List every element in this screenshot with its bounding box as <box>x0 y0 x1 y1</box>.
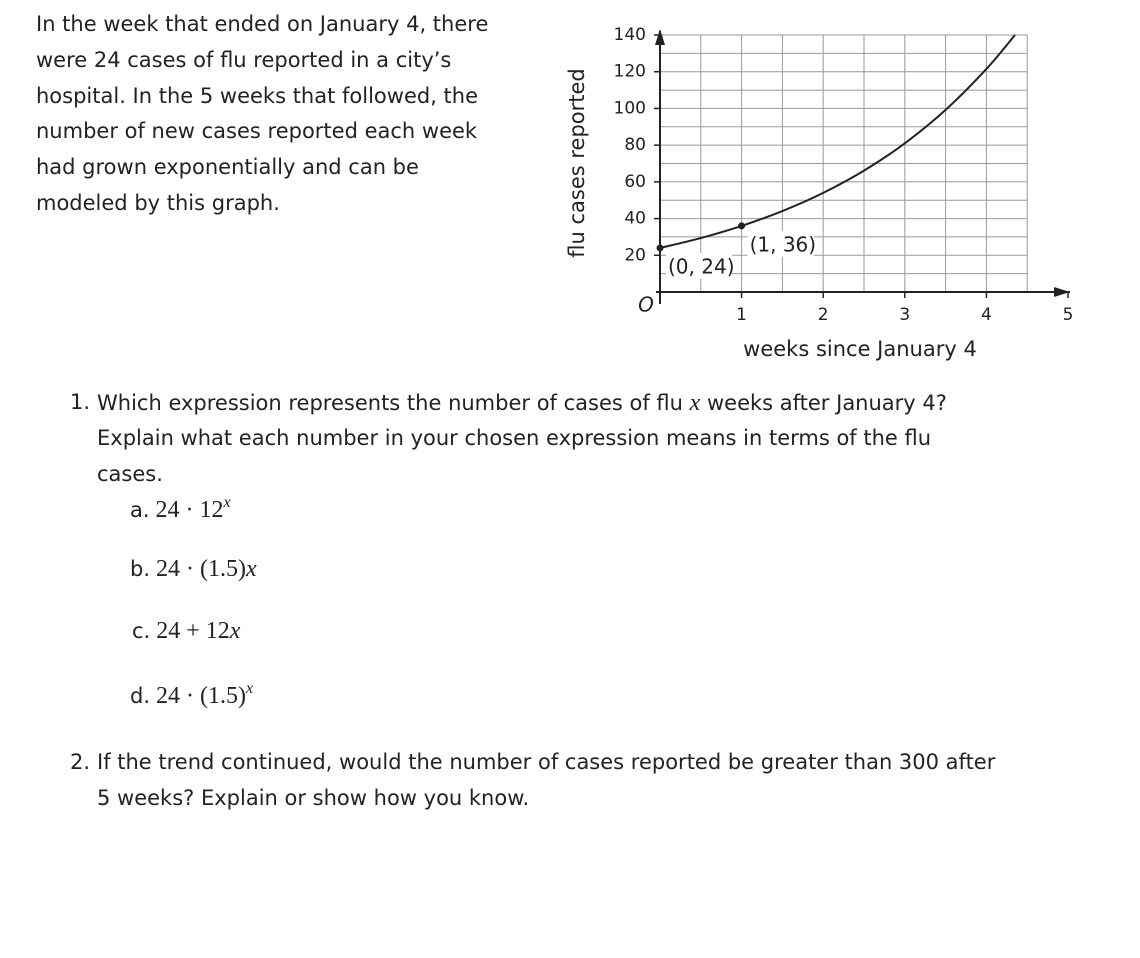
option: a. 24 · 12x <box>130 494 231 524</box>
option-variable: x <box>246 680 254 697</box>
point <box>656 244 664 252</box>
option-label: c. <box>132 619 151 643</box>
x-tick-label: 4 <box>981 305 992 325</box>
y-tick-label: 100 <box>614 98 646 118</box>
y-axis-label: flu cases reported <box>565 68 589 258</box>
curve <box>659 34 1016 249</box>
origin-label: O <box>638 293 654 317</box>
intro-line: modeled by this graph. <box>36 191 280 215</box>
point-label-bg <box>666 252 732 279</box>
question-line: Explain what each number in your chosen … <box>97 426 931 450</box>
question-line: 5 weeks? Explain or show how you know. <box>97 786 530 810</box>
y-tick-label: 40 <box>624 209 646 229</box>
question-text: cases. <box>97 461 163 486</box>
question-number: 1. <box>70 390 91 414</box>
intro-line: hospital. In the 5 weeks that followed, … <box>36 83 479 108</box>
option: c. 24 + 12x <box>132 618 240 645</box>
y-tick-label: 60 <box>624 172 646 192</box>
point-label-bg <box>747 230 814 257</box>
x-axis-arrow <box>1054 287 1070 297</box>
question-text: Explain what each number in your chosen … <box>97 425 932 450</box>
option-label: d. <box>130 684 151 708</box>
option-label: b. <box>130 557 151 581</box>
x-tick-label: 5 <box>1063 305 1074 325</box>
option-variable: x <box>229 618 241 644</box>
point <box>738 222 746 230</box>
x-axis-label: weeks since January 4 <box>743 337 977 361</box>
variable: x <box>689 390 701 416</box>
question-line: If the trend continued, would the number… <box>97 750 996 774</box>
point-label: (0, 24) <box>668 254 735 278</box>
x-tick-label: 2 <box>818 305 829 325</box>
option: b. 24 · (1.5)x <box>130 556 257 583</box>
intro-line: number of new cases reported each week <box>36 119 478 144</box>
intro-line: had grown exponentially and can be <box>36 155 419 180</box>
intro-line: In the week that ended on January 4, the… <box>36 12 489 36</box>
option-variable: x <box>223 494 231 511</box>
y-tick-label: 120 <box>614 62 646 82</box>
y-axis-arrow <box>655 29 665 45</box>
y-tick-label: 80 <box>624 135 646 155</box>
question-number: 2. <box>70 750 91 774</box>
y-tick-label: 20 <box>624 245 646 265</box>
y-tick-label: 140 <box>614 25 646 45</box>
option-variable: x <box>246 556 257 582</box>
chart: weeks since January 4 flu cases reported… <box>565 25 1074 361</box>
question-line: Which expression represents the number o… <box>97 390 947 417</box>
option: d. 24 · (1.5)x <box>130 680 253 710</box>
question-text: Which expression represents the number o… <box>97 391 690 415</box>
question-text: weeks after January 4? <box>700 391 947 415</box>
question-line: cases. <box>97 462 163 486</box>
option-expression: 24 · (1.5) <box>156 683 246 709</box>
option-label: a. <box>130 498 150 522</box>
option-expression: 24 · (1.5) <box>156 556 246 582</box>
x-tick-label: 1 <box>736 305 747 325</box>
option-expression: 24 · 12 <box>155 497 224 523</box>
x-tick-label: 3 <box>899 305 910 325</box>
intro-line: were 24 cases of flu reported in a city’… <box>36 47 452 72</box>
option-expression: 24 + 12 <box>156 618 230 644</box>
point-label: (1, 36) <box>750 232 817 256</box>
